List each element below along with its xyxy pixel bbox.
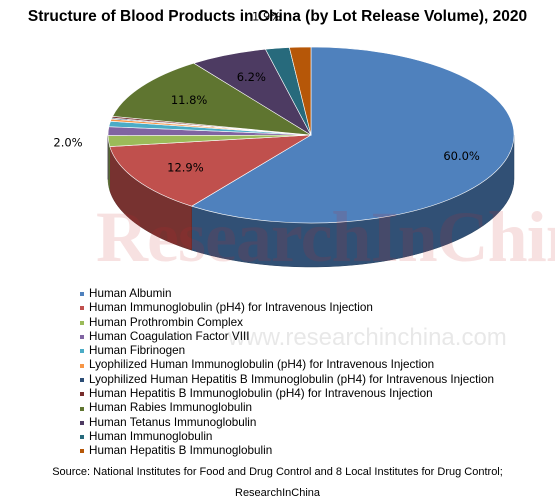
legend-item-1: Human Immunoglobulin (pH4) for Intraveno… xyxy=(80,301,494,315)
legend-label-6: Lyophilized Human Hepatitis B Immunoglob… xyxy=(89,372,494,386)
legend-swatch-8 xyxy=(80,406,84,411)
source-line-1: Source: National Institutes for Food and… xyxy=(52,466,503,478)
legend-item-5: Lyophilized Human Immunoglobulin (pH4) f… xyxy=(80,358,494,372)
legend-item-0: Human Albumin xyxy=(80,287,494,301)
legend-swatch-3 xyxy=(80,335,84,340)
legend-label-0: Human Albumin xyxy=(89,287,172,300)
legend-label-8: Human Rabies Immunoglobulin xyxy=(89,401,253,415)
legend-label-11: Human Hepatitis B Immunoglobulin xyxy=(89,444,273,458)
legend-label-5: Lyophilized Human Immunoglobulin (pH4) f… xyxy=(89,358,435,372)
pie-data-labels: 60.0% 12.9% 2.0% 11.8% 6.2% 1.9% xyxy=(53,9,480,174)
data-label-8: 11.8% xyxy=(171,93,208,107)
legend-item-10: Human Immunoglobulin xyxy=(80,430,494,444)
legend-item-2: Human Prothrombin Complex xyxy=(80,316,494,330)
legend-swatch-1 xyxy=(80,306,84,311)
legend-item-11: Human Hepatitis B Immunoglobulin xyxy=(80,444,494,458)
legend-swatch-7 xyxy=(80,392,84,397)
legend-swatch-5 xyxy=(80,363,84,368)
data-label-1: 12.9% xyxy=(167,160,204,174)
legend-swatch-2 xyxy=(80,320,84,325)
legend-item-9: Human Tetanus Immunoglobulin xyxy=(80,416,494,430)
pie-slice-8 xyxy=(112,62,312,136)
legend-item-8: Human Rabies Immunoglobulin xyxy=(80,401,494,415)
legend-label-3: Human Coagulation Factor VIII xyxy=(89,329,250,343)
legend-swatch-4 xyxy=(80,349,84,354)
legend-item-6: Lyophilized Human Hepatitis B Immunoglob… xyxy=(80,373,494,387)
legend-swatch-10 xyxy=(80,435,84,440)
data-label-10: 1.9% xyxy=(252,9,281,23)
data-label-2: 2.0% xyxy=(53,135,82,149)
data-label-0: 60.0% xyxy=(443,149,480,163)
pie-slice-11 xyxy=(288,46,312,136)
pie-slice-1 xyxy=(109,134,312,207)
chart-title: Structure of Blood Products in China (by… xyxy=(27,8,528,25)
source-note: Source: National Institutes for Food and… xyxy=(0,462,555,499)
chart-legend: Human Albumin Human Immunoglobulin (pH4) … xyxy=(80,287,494,459)
pie-top-faces xyxy=(107,46,515,224)
legend-swatch-9 xyxy=(80,420,84,425)
legend-item-3: Human Coagulation Factor VIII xyxy=(80,330,494,344)
legend-item-4: Human Fibrinogen xyxy=(80,344,494,358)
source-line-2: ResearchInChina xyxy=(235,487,320,499)
pie-slice-0 xyxy=(190,46,515,224)
legend-label-9: Human Tetanus Immunoglobulin xyxy=(89,415,257,429)
legend-label-7: Human Hepatitis B Immunoglobulin (pH4) f… xyxy=(89,387,433,401)
legend-label-1: Human Immunoglobulin (pH4) for Intraveno… xyxy=(89,301,373,315)
legend-label-2: Human Prothrombin Complex xyxy=(89,315,243,329)
legend-label-4: Human Fibrinogen xyxy=(89,344,186,358)
legend-item-7: Human Hepatitis B Immunoglobulin (pH4) f… xyxy=(80,387,494,401)
legend-label-10: Human Immunoglobulin xyxy=(89,429,213,443)
legend-swatch-11 xyxy=(80,449,84,454)
data-label-9: 6.2% xyxy=(237,70,266,84)
legend-swatch-6 xyxy=(80,377,84,382)
legend-swatch-0 xyxy=(80,292,84,297)
